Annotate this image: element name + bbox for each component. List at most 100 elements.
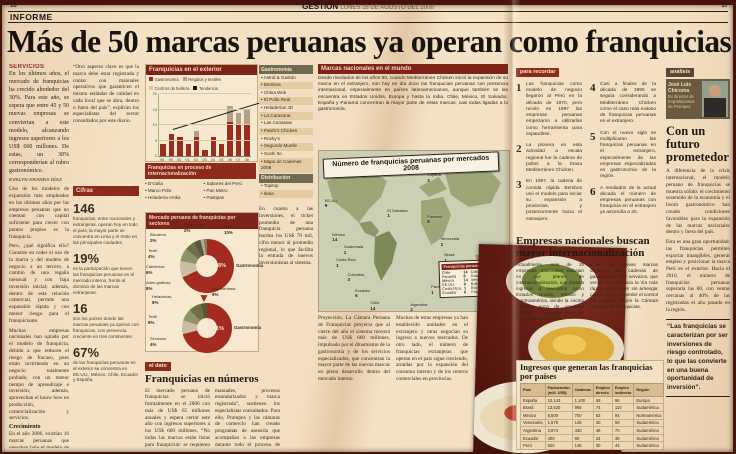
x-tick: 01 xyxy=(185,158,190,162)
bar xyxy=(235,112,242,156)
analysis-title: Con un futuro prometedor xyxy=(666,124,729,165)
ingresos-row: Ecuador 400 90 24 36 Sudamérica xyxy=(520,433,665,443)
ingresos-row: Venezuela 1,578 145 40 58 Sudamérica xyxy=(520,418,665,428)
item-number: 4 xyxy=(590,82,596,94)
bar xyxy=(227,106,233,156)
author-suit xyxy=(704,98,726,117)
down-arrow-icon: ▼ xyxy=(198,291,210,305)
bar-gray xyxy=(227,106,233,122)
body-p2: Pero, ¿qué significa ello? Consiste en c… xyxy=(9,243,69,324)
y-tick: 0 xyxy=(154,153,157,158)
body-p4: En el año 2006, existían 16 marcas perua… xyxy=(9,431,69,448)
stat-text: de las franquicias peruanas en el exteri… xyxy=(73,359,139,383)
gastro-item: • Ilaria xyxy=(259,190,313,198)
bar xyxy=(160,143,166,156)
exterior-chart-title: Franquicias en el exterior xyxy=(146,65,257,75)
donut-2008: Heladerías 8% Textil 8% Servicios 4% Indumenta… xyxy=(148,286,261,353)
recordar-box: para recordar 1Las franquicias como mode… xyxy=(516,60,660,232)
stat-item: 19% es la participación que tienen las fr… xyxy=(73,251,139,296)
map-country-label: EE.UU. 9 xyxy=(324,198,339,209)
ingresos-row: España 10,143 1,100 58 96 Europa xyxy=(520,395,665,405)
masthead: GESTIÓN LUNES 18 DE AGOSTO DEL 2008 xyxy=(0,2,736,11)
item-number: 2 xyxy=(516,143,522,155)
analysis-rail: análisis José Luis Chicoma Ex director d… xyxy=(666,60,730,448)
author-name: José Luis Chicoma xyxy=(668,82,692,94)
cell: 620 xyxy=(544,441,573,450)
stat-value: 16 xyxy=(73,300,88,316)
stat-item: 67% de las franquicias peruanas en el ext… xyxy=(73,345,139,384)
bar xyxy=(218,143,225,156)
author-photo xyxy=(702,81,728,117)
cell: 62 xyxy=(592,411,613,420)
cell: 1,100 xyxy=(571,395,594,405)
ingresos-row: Argentina 2,874 330 46 70 Sudamérica xyxy=(520,426,665,435)
numeros-kicker: el dato xyxy=(145,361,171,371)
cell: 58 xyxy=(611,418,635,428)
numeros-text: El mercado peruano de franquicias se ini… xyxy=(145,387,280,448)
donut-label: Artes gráficas 8% xyxy=(146,280,171,291)
cifras-box: Cifras 146 franquicias, entre nacionales … xyxy=(73,186,139,448)
stat-value: 19% xyxy=(73,250,100,266)
ingresos-row: México 8,500 750 62 94 Norteamérica xyxy=(520,411,665,420)
analysis-p2: Esta es una gran oportunidad: las franqu… xyxy=(666,239,730,313)
cell: Sudamérica xyxy=(633,403,665,413)
cell: Sudamérica xyxy=(633,441,665,450)
gastro-item: • El Pollo Real xyxy=(259,96,313,105)
proceso-item: • Pan Metro xyxy=(203,187,228,193)
column-header: Cadenas xyxy=(571,382,594,397)
ingresos-header-row: País Facturación (mill. US$) Cadenas Empleo… xyxy=(520,382,665,397)
donut-main-pct: 68% xyxy=(214,263,226,270)
column-header: Empleo indirecto xyxy=(611,382,635,397)
gastro-header: Distribución xyxy=(259,173,313,183)
donut-label: Gastronomía xyxy=(234,325,262,330)
cell: 145 xyxy=(571,418,594,428)
map-country-label: Venezuela 2 xyxy=(440,236,460,247)
ingresos-row: Perú 620 146 30 44 Sudamérica xyxy=(520,441,665,450)
bar-red xyxy=(235,125,242,156)
x-tick: 07 xyxy=(236,158,241,162)
column-header: Empleo directo xyxy=(592,382,613,397)
under-map-text2: Muchas de estas empresas ya han establec… xyxy=(396,315,468,382)
section-label: INFORME xyxy=(10,12,53,22)
lead-kicker: SERVICIOS xyxy=(9,64,45,70)
gastro-item: • Bembos xyxy=(259,81,313,90)
donut-label: Servicios 4% xyxy=(150,336,167,347)
cell: 40 xyxy=(592,418,613,428)
x-tick: 05 xyxy=(219,158,224,162)
x-tick: 02 xyxy=(193,158,199,162)
recordar-title: para recordar xyxy=(516,67,560,77)
cell: Europa xyxy=(633,395,665,405)
cell: 30 xyxy=(592,441,613,450)
x-tick: 00 xyxy=(177,158,182,162)
x-tick: 04 xyxy=(210,158,216,162)
x-axis-labels: 98 99 00 01 02 03 04 05 06 07 08 xyxy=(158,158,251,162)
pull-quote: “Las franquicias se caracterizan por ser… xyxy=(666,319,730,397)
chart-legend: Gastronomía Regalos y textiles Centros de … xyxy=(146,75,257,93)
item-number: 5 xyxy=(590,130,596,143)
recordar-item: 3En 1997, la cadena de comida rápida Bem… xyxy=(516,179,582,223)
recordar-col2: 4 Casi a finales de la década de 1990 se … xyxy=(590,82,656,228)
cifras-title: Cifras xyxy=(73,186,139,196)
gastro-item: • La Caravana xyxy=(259,112,313,120)
body-p1: Uno de los modelos de expansión más empl… xyxy=(9,186,69,240)
col3-text: En cuanto a las inversiones, el ticket p… xyxy=(259,206,313,267)
y-tick: 10 xyxy=(152,122,157,127)
body-colB: “Otro aspecto clave es que la marca debe… xyxy=(73,64,139,125)
body-column-3: En cuanto a las inversiones, el ticket p… xyxy=(259,206,313,448)
item-number: 3 xyxy=(516,179,522,191)
bar-red xyxy=(210,137,217,156)
donut-label: Heladerías 2% xyxy=(184,222,204,233)
under-map-col2: Muchas de estas empresas ya han establec… xyxy=(396,315,468,448)
cell: Sudamérica xyxy=(633,418,665,428)
numeros-box: el dato Franquicias en números El mercad… xyxy=(145,354,280,448)
numeros-title: Franquicias en números xyxy=(145,373,259,385)
proceso-item: • Pastipan xyxy=(203,194,225,200)
y-tick: 20 xyxy=(152,91,157,96)
bar-gray xyxy=(235,112,242,125)
cell: Ecuador xyxy=(442,290,457,296)
top-rule xyxy=(8,11,728,12)
body-p3: Muchas empresas nacionales han optado po… xyxy=(9,327,69,422)
bar xyxy=(244,109,250,156)
map-country-label: Panamá 8 xyxy=(427,214,443,225)
donut-label: Otros 10% xyxy=(224,224,234,235)
